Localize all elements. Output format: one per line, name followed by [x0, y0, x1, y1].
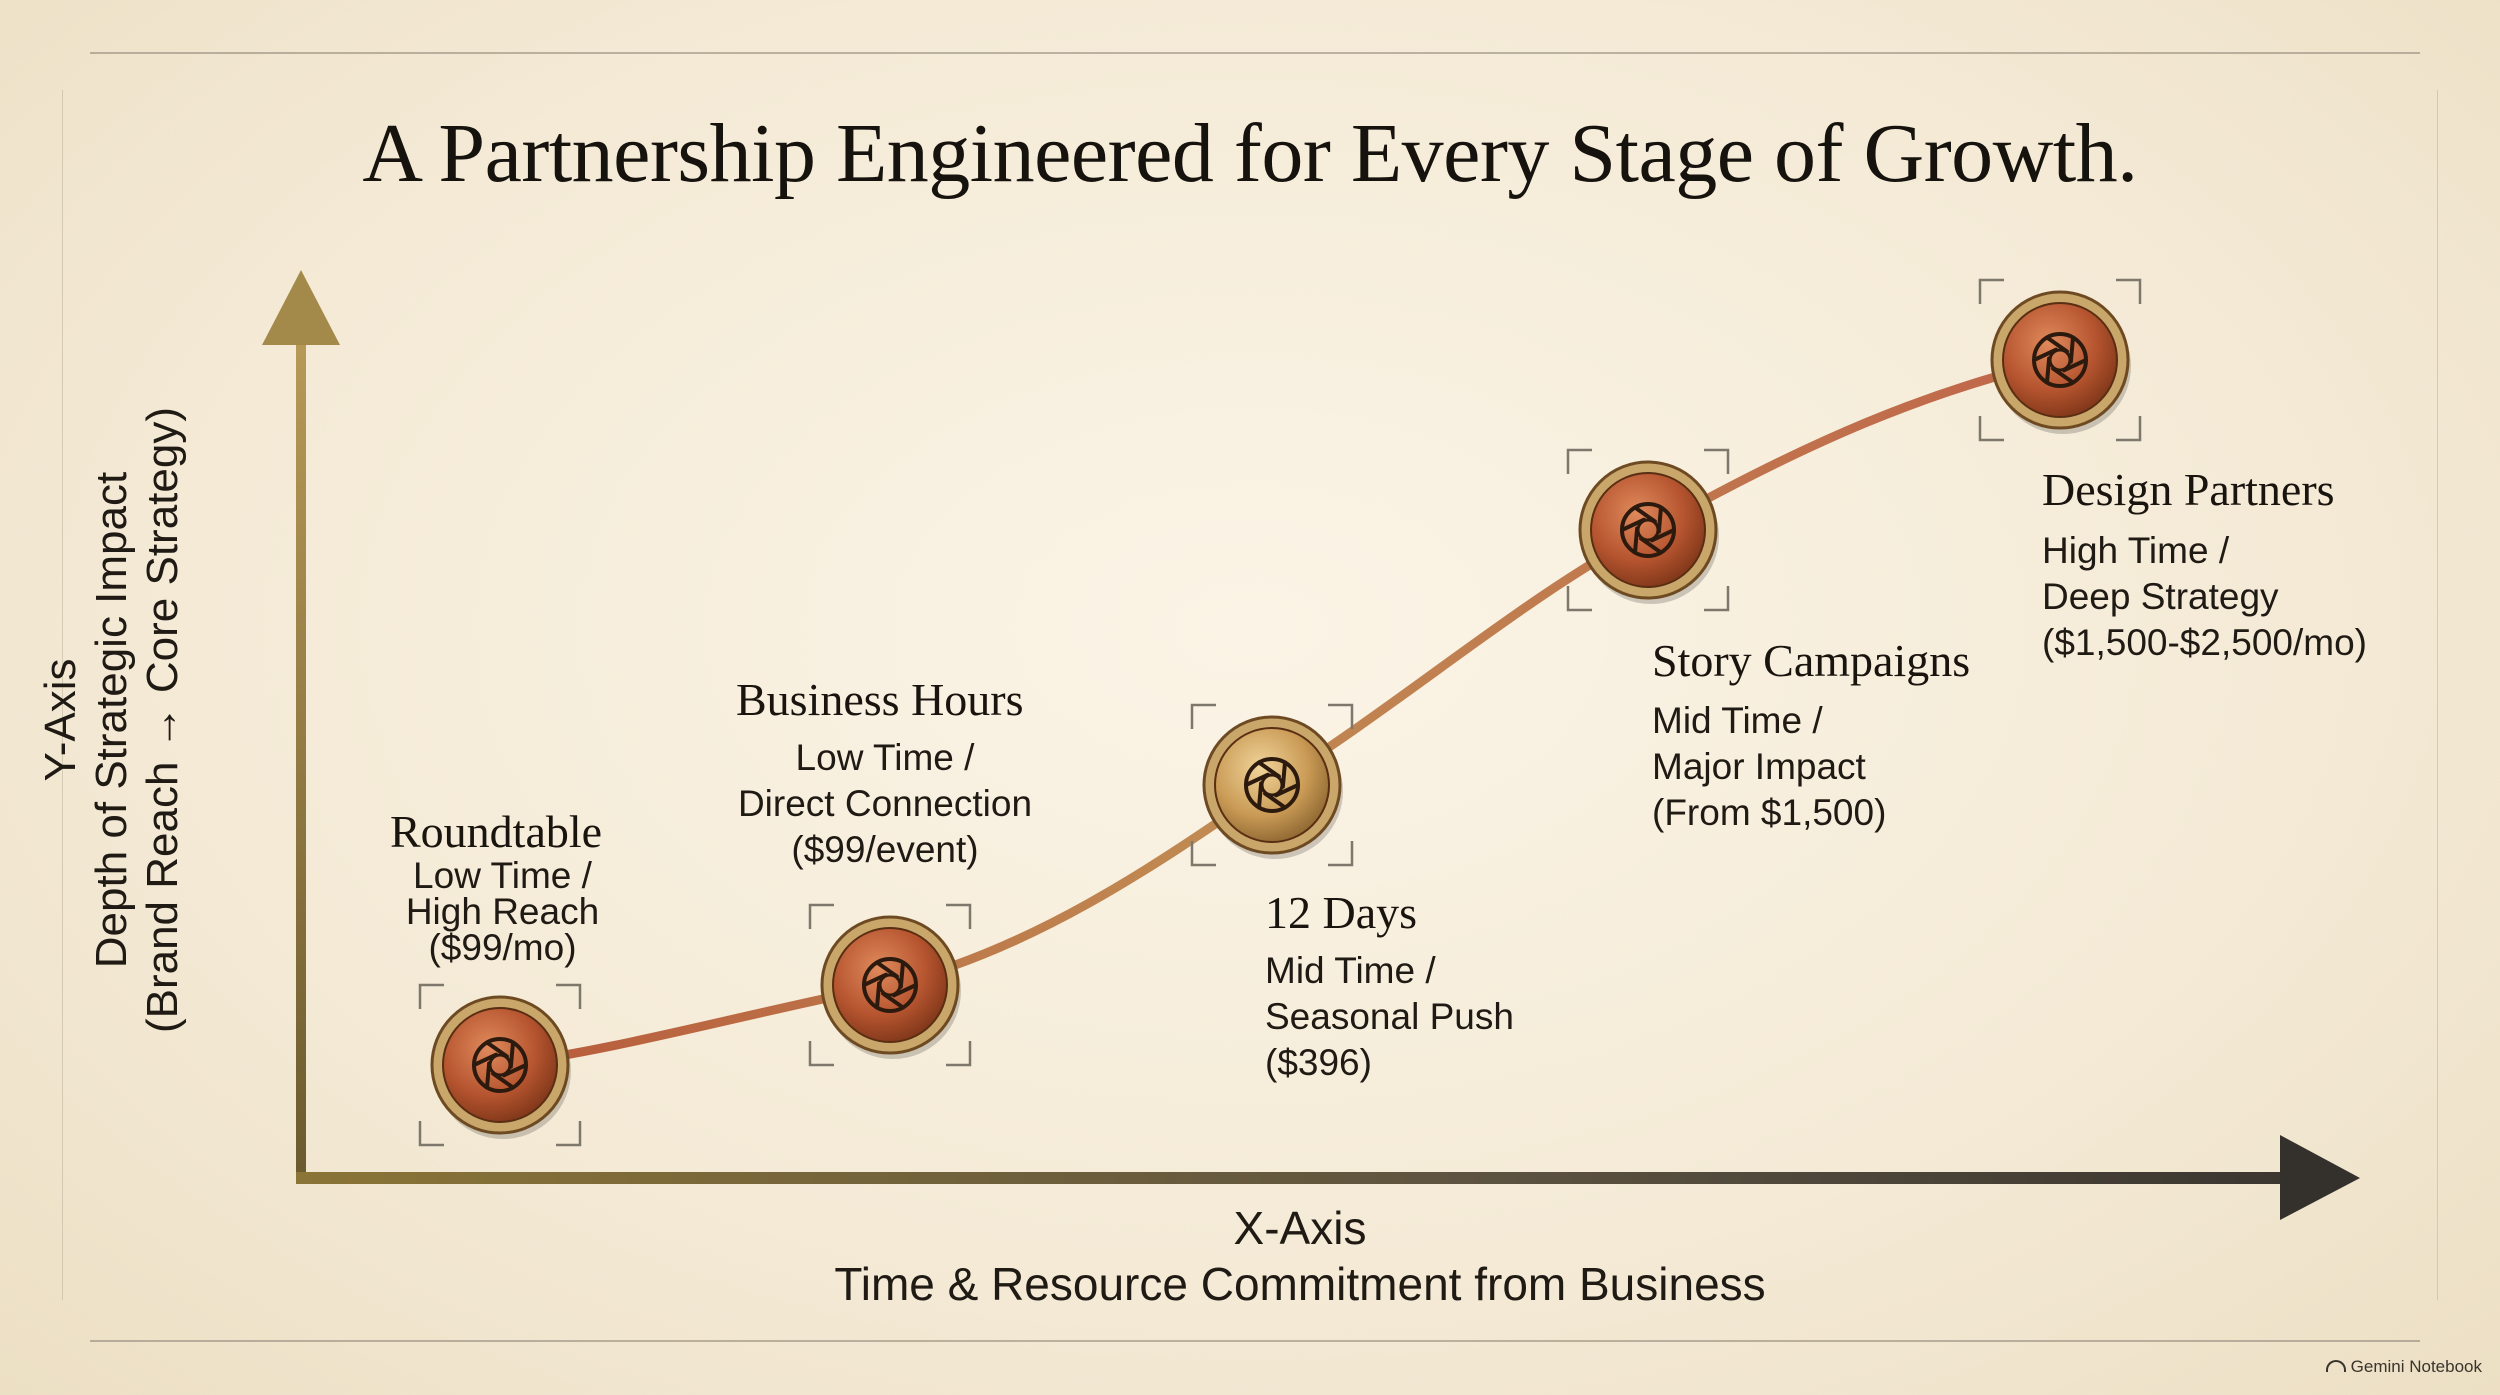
stage-desc-roundtable: Low Time / High Reach ($99/mo)	[400, 855, 605, 968]
x-axis-line	[296, 1172, 2296, 1184]
node-face	[442, 1007, 558, 1123]
node-frame-brackets	[1978, 278, 2142, 442]
y-axis-range: (Brand Reach → Core Strategy)	[138, 406, 187, 1034]
stage-desc-line: ($396)	[1265, 1042, 1372, 1083]
watermark: Gemini Notebook	[2325, 1357, 2482, 1377]
node-face	[1590, 472, 1706, 588]
stage-node-12-days	[1190, 703, 1354, 867]
stage-node-roundtable	[418, 983, 582, 1147]
stage-desc-12-days: Mid Time / Seasonal Push ($396)	[1265, 948, 1514, 1086]
stage-name-12-days: 12 Days	[1265, 887, 1418, 938]
stage-desc-line: Major Impact	[1652, 746, 1866, 787]
camera-aperture-icon	[862, 957, 918, 1013]
x-axis-title: X-Axis	[1233, 1202, 1367, 1254]
stage-desc-line: High Reach	[405, 891, 600, 932]
right-rule	[2437, 90, 2438, 1300]
camera-aperture-icon	[472, 1037, 528, 1093]
bottom-rule	[90, 1340, 2420, 1342]
top-rule	[90, 52, 2420, 54]
node-face	[832, 927, 948, 1043]
stage-desc-line: ($99/event)	[791, 829, 979, 870]
stage-name-business-hours: Business Hours	[736, 674, 1024, 725]
stage-desc-business-hours: Low Time / Direct Connection ($99/event)	[720, 735, 1050, 873]
y-axis-subtitle: Depth of Strategic Impact	[87, 471, 136, 969]
stage-node-business-hours	[808, 903, 972, 1067]
gemini-notebook-icon	[2325, 1360, 2346, 1372]
stage-desc-line: Mid Time /	[1265, 950, 1436, 991]
x-axis-arrowhead	[2280, 1135, 2360, 1220]
stage-desc-line: Direct Connection	[737, 783, 1033, 824]
y-axis-label: Y-Axis Depth of Strategic Impact (Brand …	[35, 270, 187, 1170]
stage-name-story-campaigns: Story Campaigns	[1652, 635, 1971, 686]
camera-aperture-icon	[1620, 502, 1676, 558]
y-axis-arrowhead	[262, 270, 340, 345]
stage-desc-line: Low Time /	[413, 855, 592, 896]
x-axis-subtitle: Time & Resource Commitment from Business	[834, 1258, 1766, 1310]
stage-desc-design-partners: High Time / Deep Strategy ($1,500-$2,500…	[2042, 528, 2367, 666]
y-axis-line	[296, 330, 306, 1182]
node-face	[1214, 727, 1330, 843]
stage-desc-line: Low Time /	[795, 737, 975, 778]
stage-node-story-campaigns	[1566, 448, 1730, 612]
stage-desc-line: Seasonal Push	[1265, 996, 1514, 1037]
stage-desc-line: ($1,500-$2,500/mo)	[2042, 622, 2367, 663]
node-frame-brackets	[418, 983, 582, 1147]
stage-desc-line: (From $1,500)	[1652, 792, 1887, 833]
stage-desc-line: ($99/mo)	[428, 927, 577, 968]
node-face	[2002, 302, 2118, 418]
node-frame-brackets	[1566, 448, 1730, 612]
node-frame-brackets	[808, 903, 972, 1067]
stage-name-design-partners: Design Partners	[2042, 464, 2335, 515]
stage-node-design-partners	[1978, 278, 2142, 442]
stage-desc-story-campaigns: Mid Time / Major Impact (From $1,500)	[1652, 698, 1886, 836]
stage-name-roundtable: Roundtable	[390, 806, 603, 857]
left-rule	[62, 90, 63, 1300]
camera-aperture-icon	[2032, 332, 2088, 388]
node-frame-brackets	[1190, 703, 1354, 867]
x-axis-label: X-Axis Time & Resource Commitment from B…	[0, 1200, 2500, 1312]
y-axis-title: Y-Axis	[36, 658, 85, 782]
stage-desc-line: Mid Time /	[1652, 700, 1823, 741]
stage-desc-line: Deep Strategy	[2042, 576, 2279, 617]
stage-desc-line: High Time /	[2042, 530, 2230, 571]
camera-aperture-icon	[1244, 757, 1300, 813]
page-title: A Partnership Engineered for Every Stage…	[362, 107, 2138, 200]
watermark-text: Gemini Notebook	[2350, 1357, 2482, 1376]
